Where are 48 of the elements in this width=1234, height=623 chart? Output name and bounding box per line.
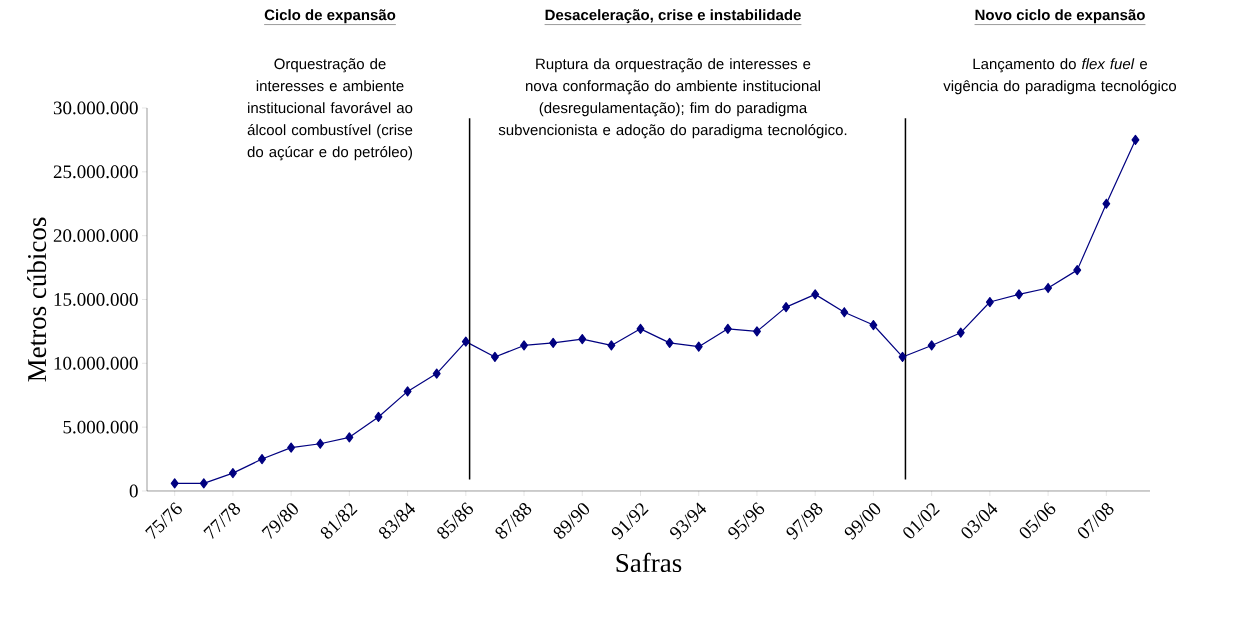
point [432,368,441,379]
point [665,337,674,348]
point [782,302,791,313]
point [840,307,849,318]
point [374,411,383,423]
point [1015,289,1023,300]
point [345,432,354,443]
text: Lançamento do flex fuel e vigência do paradigma tecnológico [943,58,1177,95]
text: Desaceleração, crise e instabilidade [545,9,801,24]
y-tick-label: 15.000.000 [54,293,138,306]
y-tick-label: 30.000.000 [53,101,138,115]
point [287,442,296,453]
point [578,333,587,345]
y-tick-label: 10.000.000 [54,356,138,370]
point [898,351,907,363]
y-tick-label: 25.000.000 [53,165,138,179]
point [199,478,208,489]
point [316,438,325,449]
point [723,323,732,334]
point [636,323,645,334]
point [811,289,820,300]
point [520,340,529,351]
x-axis-title: Safras [616,552,682,573]
point [403,386,412,397]
point [170,478,179,489]
y-tick-label: 0 [129,484,138,498]
text: Ciclo de expansão [264,9,396,24]
point [869,319,878,331]
annotation: Ruptura da orquestração de interesses e nova conformação do ambiente institucional (desregulamentação); fim do paradigma subvencionista e adoção do paradigma tecnológico. [498,58,847,139]
y-axis-title: Metros cúbicos [27,217,47,382]
point [694,341,703,352]
point [927,340,936,351]
y-tick-label: 5.000.000 [63,420,138,434]
point [1044,282,1053,294]
point [956,327,965,338]
point [752,326,761,337]
point [490,351,499,363]
point [607,340,616,351]
y-tick-label: 20.000.000 [53,229,138,243]
text: Novo ciclo de expansão [975,9,1145,24]
point [1102,198,1111,209]
point [1073,265,1082,276]
point [228,468,237,479]
point [985,296,994,308]
point [549,337,558,348]
point [1131,134,1140,145]
annotation: Orquestração de interesses e ambiente institucional favorável ao álcool combustível (crise do açúcar e do petróleo) [247,58,413,161]
point [461,336,470,347]
